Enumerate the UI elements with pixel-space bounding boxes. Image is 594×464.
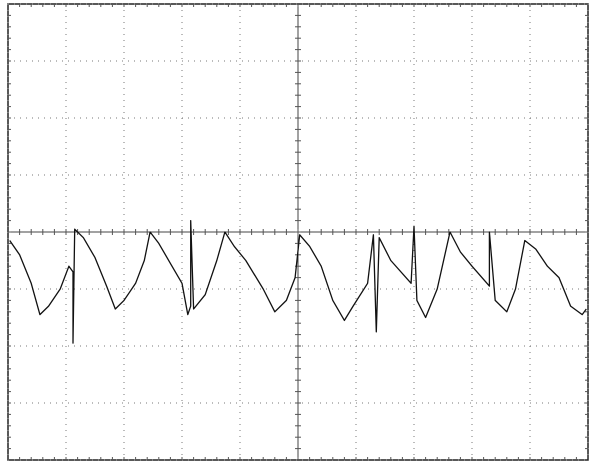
waveform (9, 219, 587, 344)
